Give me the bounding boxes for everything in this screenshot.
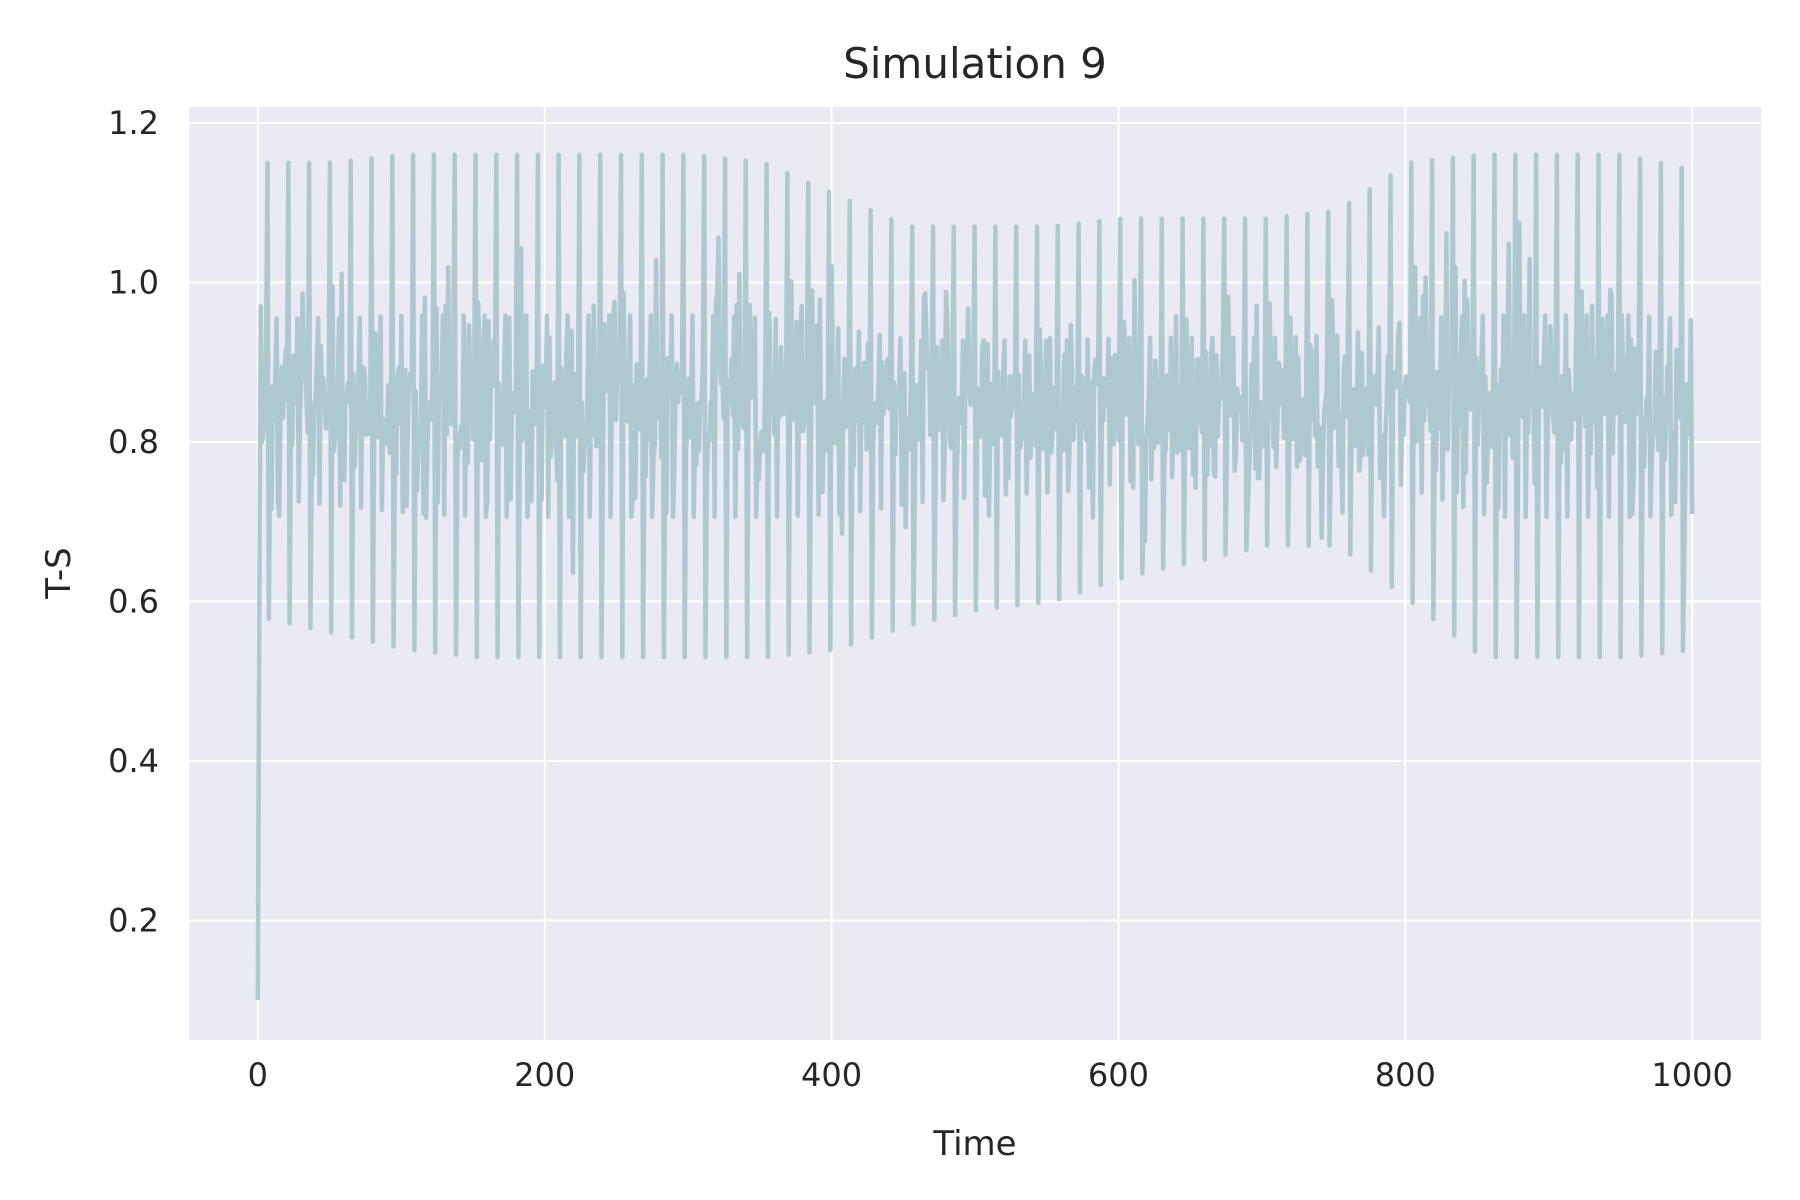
y-tick-label: 1.0 (108, 263, 159, 301)
y-tick-label: 0.4 (108, 742, 159, 780)
x-tick-label: 400 (801, 1056, 862, 1094)
x-tick-label: 1000 (1651, 1056, 1732, 1094)
y-tick-label: 0.6 (108, 582, 159, 620)
y-tick-label: 1.2 (108, 104, 159, 142)
y-axis-label: T-S (39, 547, 79, 600)
x-tick-label: 600 (1088, 1056, 1149, 1094)
y-tick-label: 0.8 (108, 423, 159, 461)
x-tick-label: 800 (1375, 1056, 1436, 1094)
series-line (255, 152, 1695, 1001)
x-tick-label: 0 (248, 1056, 268, 1094)
series-group (255, 152, 1695, 1001)
chart-title: Simulation 9 (843, 39, 1107, 88)
x-tick-label: 200 (514, 1056, 575, 1094)
ticks: 0 200 400 600 800 1000 0.2 0.4 0.6 0.8 1.0 1.2 (108, 104, 1733, 1094)
y-tick-label: 0.2 (108, 901, 159, 939)
x-axis-label: Time (932, 1124, 1016, 1164)
